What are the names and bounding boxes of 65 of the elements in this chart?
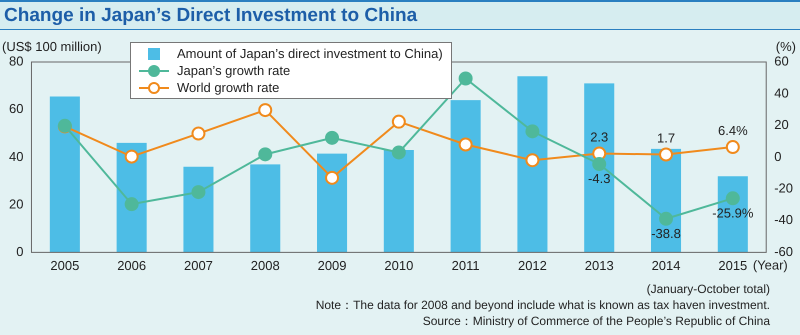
- point: [325, 170, 340, 185]
- point: [191, 185, 206, 200]
- point: [726, 191, 740, 206]
- x-tick-label: 2005: [50, 258, 80, 273]
- bar: [517, 76, 548, 252]
- y2-tick-label: -40: [774, 212, 794, 228]
- y2-tick-label: 40: [774, 85, 789, 100]
- point: [659, 148, 674, 162]
- x-tick-label: 2015: [718, 258, 748, 273]
- y-tick-label: 60: [8, 101, 24, 116]
- point: [124, 150, 139, 164]
- y2-tick-label: -20: [774, 180, 794, 196]
- x-tick-label: 2009: [318, 258, 346, 273]
- x-tick-label: 2012: [518, 258, 547, 273]
- bar: [317, 154, 348, 252]
- point: [191, 126, 206, 141]
- legend-label: Japan’s growth rate: [177, 62, 290, 79]
- point: [258, 103, 272, 118]
- bar: [384, 150, 414, 252]
- data-label: -38.8: [651, 226, 681, 241]
- point: [525, 153, 540, 168]
- chart-title: Change in Japan’s Direct Investment to China: [0, 0, 800, 30]
- point: [726, 140, 740, 154]
- bar: [584, 83, 614, 252]
- data-label: -4.3: [588, 171, 610, 186]
- source-note: Source：Ministry of Commerce of the People’s Republic of China: [422, 313, 770, 329]
- y-tick-label: 40: [8, 148, 24, 164]
- bar: [250, 164, 280, 252]
- point: [258, 147, 272, 162]
- x-axis-title: (Year): [752, 257, 788, 272]
- bar: [183, 166, 214, 252]
- bar: [50, 96, 80, 252]
- y2-tick-label: 0: [774, 148, 782, 164]
- legend-label: World growth rate: [177, 79, 280, 96]
- text: Note：The data for 2008 and beyond include what is known as tax haven investment.: [316, 297, 770, 313]
- y2-tick-label: 20: [774, 117, 789, 132]
- point: [392, 114, 406, 129]
- x-tick-label: 2010: [384, 258, 414, 273]
- x-tick-label: 2007: [184, 258, 213, 273]
- y-tick-label: 80: [8, 54, 24, 69]
- y2-tick-label: -60: [774, 244, 794, 259]
- point: [325, 130, 340, 145]
- data-label: 1.7: [656, 130, 676, 146]
- y-axis-title: (US$ 100 million): [2, 39, 102, 54]
- bar: [450, 100, 481, 252]
- y-tick-label: 20: [8, 196, 24, 212]
- data-label: 2.3: [590, 130, 608, 145]
- point: [592, 157, 606, 172]
- y2-axis-title: (%): [776, 39, 796, 54]
- point: [525, 124, 540, 138]
- text: (January-October total): [646, 281, 770, 297]
- x-tick-label: 2014: [652, 258, 680, 273]
- point: [458, 72, 473, 86]
- y-tick-label: 0: [16, 244, 24, 259]
- point: [659, 212, 674, 226]
- point: [458, 138, 473, 152]
- legend-label: Amount of Japan’s direct investment to China): [177, 45, 443, 62]
- x-tick-label: 2006: [117, 258, 146, 273]
- x-tick-label: 2013: [584, 258, 614, 273]
- data-label: 6.4%: [718, 123, 748, 138]
- point: [124, 197, 139, 212]
- point: [392, 145, 406, 160]
- x-tick-label: 2011: [452, 258, 480, 273]
- x-tick-label: 2008: [250, 258, 280, 273]
- y2-tick-label: 60: [774, 54, 789, 69]
